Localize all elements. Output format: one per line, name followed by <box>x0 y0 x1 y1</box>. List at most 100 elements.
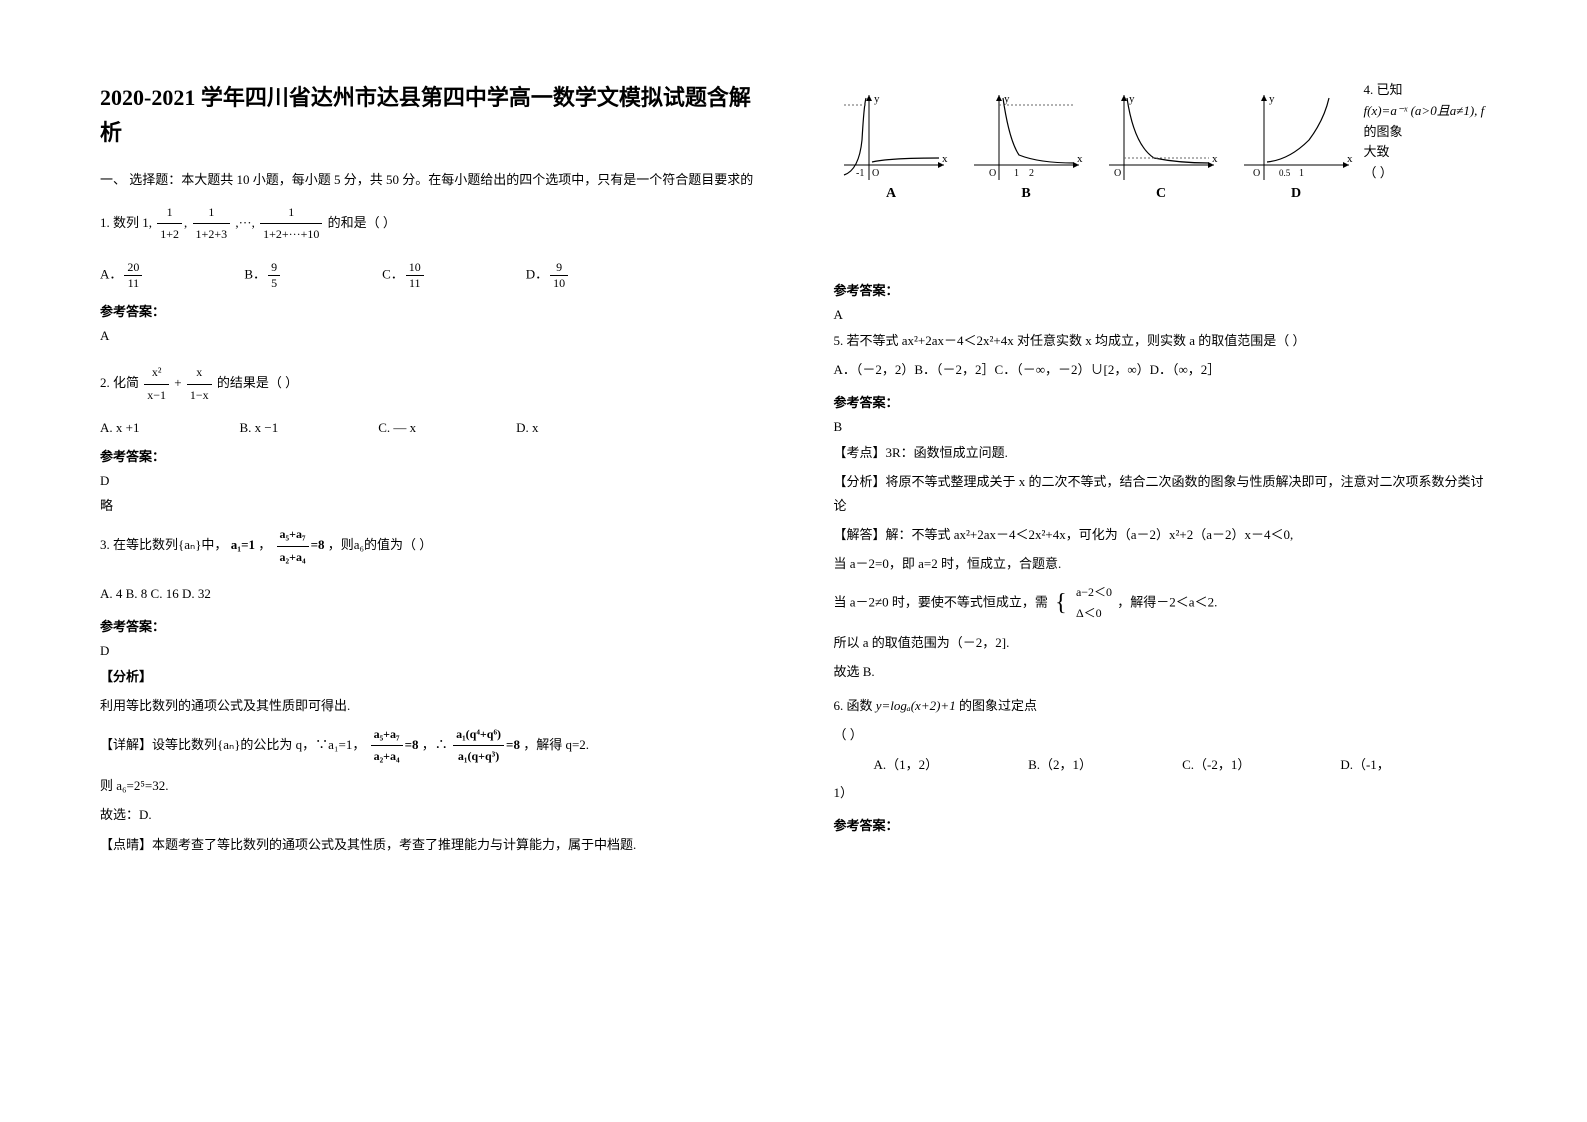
q3-frac: a₅+a₇ a₂+a₄ <box>277 524 309 568</box>
q3-eq: =8 <box>311 537 325 552</box>
q5-sol-l3-post: ，解得－2＜a＜2. <box>1117 594 1217 609</box>
page-title: 2020-2021 学年四川省达州市达县第四中学高一数学文模拟试题含解析 <box>100 80 754 150</box>
q6-paren: （ ） <box>834 723 1488 746</box>
q5-sol: 【解答】解：不等式 ax²+2ax－4＜2x²+4x，可化为（a－2）x²+2（… <box>834 523 1488 546</box>
left-column: 2020-2021 学年四川省达州市达县第四中学高一数学文模拟试题含解析 一、 … <box>0 0 794 1122</box>
q2-optA: A. x +1 <box>100 420 139 436</box>
q3-detail-eq1: =8 <box>405 737 419 752</box>
graph-D-svg: x y O 0.5 1 <box>1239 90 1354 185</box>
graph-C: x y O C <box>1104 90 1219 200</box>
svg-text:x: x <box>1347 153 1353 165</box>
q5-sol-l3: 当 a－2≠0 时，要使不等式恒成立，需 { a−2＜0 Δ＜0 ，解得－2＜a… <box>834 582 1488 625</box>
q6-suffix: 的图象过定点 <box>959 698 1037 713</box>
q1-term1: 1, <box>142 215 152 230</box>
q5-text: 5. 若不等式 ax²+2ax－4＜2x²+4x 对任意实数 x 均成立，则实数… <box>834 329 1488 352</box>
graph-B: x y O 1 2 B <box>969 90 1084 200</box>
q1-options: A．2011 B．95 C．1011 D．910 <box>100 260 754 291</box>
q3-detail-therefore: ，∴ <box>422 737 448 752</box>
q3-detail-frac1: a₅+a₇ a₂+a₄ <box>371 724 403 768</box>
q3-analysis: 利用等比数列的通项公式及其性质即可得出. <box>100 694 754 717</box>
q4-prefix: 4. 已知 <box>1364 80 1485 101</box>
q6-expr: y=logₐ(x+2)+1 <box>876 698 956 713</box>
q1-frac2: 1 1+2+3 <box>193 202 231 246</box>
q3-comma: ， <box>258 537 271 552</box>
graph-C-label: C <box>1156 186 1166 202</box>
q4-line2: 的图象 <box>1364 122 1485 143</box>
question-3: 3. 在等比数列{aₙ}中， a₁=1 ， a₅+a₇ a₂+a₄ =8 ，则a… <box>100 524 754 568</box>
q4-block: x y -1 O A x y O <box>834 80 1488 220</box>
svg-text:y: y <box>874 93 880 105</box>
q1-answer-label: 参考答案： <box>100 301 754 320</box>
q3-analysis-tag: 【分析】 <box>100 665 754 688</box>
section-heading: 一、 选择题：本大题共 10 小题，每小题 5 分，共 50 分。在每小题给出的… <box>100 170 754 190</box>
q2-options: A. x +1 B. x −1 C. — x D. x <box>100 420 754 436</box>
q1-optD: D．910 <box>526 260 570 291</box>
svg-text:y: y <box>1269 93 1275 105</box>
graph-A: x y -1 O A <box>834 90 949 200</box>
q1-suffix: 的和是（ ） <box>328 215 396 230</box>
q2-optC: C. — x <box>378 420 416 436</box>
q1-dots: ,···, <box>235 215 255 230</box>
question-2: 2. 化简 x² x−1 + x 1−x 的结果是（ ） <box>100 362 754 406</box>
q1-optB: B．95 <box>244 260 282 291</box>
q6-optA: A.（1，2） <box>874 754 939 773</box>
q2-frac2: x 1−x <box>187 362 212 406</box>
q3-opts: A. 4 B. 8 C. 16 D. 32 <box>100 582 754 605</box>
q3-detail-eq2: =8 <box>506 737 520 752</box>
q1-frac1: 1 1+2 <box>157 202 182 246</box>
svg-text:O: O <box>989 168 996 179</box>
q1-optA: A．2011 <box>100 260 144 291</box>
q5-answer: B <box>834 419 1488 435</box>
q4-expr: f(x)=a⁻ˣ (a>0且a≠1), f <box>1364 101 1485 122</box>
q4-text: 4. 已知 f(x)=a⁻ˣ (a>0且a≠1), f 的图象 大致 （ ） <box>1364 80 1485 184</box>
q2-note: 略 <box>100 495 754 514</box>
q2-suffix: 的结果是（ ） <box>217 375 298 390</box>
q5-sol-l3-pre: 当 a－2≠0 时，要使不等式恒成立，需 <box>834 594 1048 609</box>
svg-text:y: y <box>1129 93 1135 105</box>
q3-detail-l3: 故选：D. <box>100 803 754 826</box>
svg-text:y: y <box>1004 93 1010 105</box>
q2-prefix: 2. 化简 <box>100 375 139 390</box>
question-6: 6. 函数 y=logₐ(x+2)+1 的图象过定点 <box>834 694 1488 717</box>
q5-cases: a−2＜0 Δ＜0 <box>1076 582 1112 625</box>
q3-eq1: a₁=1 <box>231 537 255 552</box>
q4-paren: （ ） <box>1364 163 1485 184</box>
q2-answer: D <box>100 473 754 489</box>
q6-options: A.（1，2） B.（2，1） C.（-2，1） D.（-1， <box>874 754 1488 773</box>
graph-B-svg: x y O 1 2 <box>969 90 1084 185</box>
q5-sol-l4: 所以 a 的取值范围为（－2，2]. <box>834 631 1488 654</box>
q3-answer: D <box>100 643 754 659</box>
svg-text:O: O <box>1114 168 1121 179</box>
q5-sol-l2: 当 a－2=0，即 a=2 时，恒成立，合题意. <box>834 552 1488 575</box>
svg-text:x: x <box>942 153 948 165</box>
graph-D: x y O 0.5 1 D <box>1239 90 1354 200</box>
svg-text:-1: -1 <box>856 168 864 179</box>
q3-detail-l2: 则 a₆=2⁵=32. <box>100 774 754 797</box>
q3-answer-label: 参考答案： <box>100 616 754 635</box>
svg-text:1: 1 <box>1014 168 1019 179</box>
q3-detail-tag: 【详解】设等比数列{aₙ}的公比为 q，∵a₁=1， <box>100 737 365 752</box>
q3-prefix: 3. 在等比数列{aₙ}中， <box>100 537 227 552</box>
q6-prefix: 6. 函数 <box>834 698 873 713</box>
q1-optC: C．1011 <box>382 260 426 291</box>
right-column: x y -1 O A x y O <box>794 0 1587 1122</box>
q4-answer-label: 参考答案： <box>834 280 1488 299</box>
q5-opts: A．（－2，2）B．（－2，2］C．（－∞，－2）∪[2，∞）D．（∞，2］ <box>834 358 1488 381</box>
q1-answer: A <box>100 328 754 344</box>
q6-answer-label: 参考答案： <box>834 815 1488 834</box>
svg-text:1: 1 <box>1299 168 1304 179</box>
q5-sol-l5: 故选 B. <box>834 660 1488 683</box>
q3-detail: 【详解】设等比数列{aₙ}的公比为 q，∵a₁=1， a₅+a₇ a₂+a₄ =… <box>100 724 754 768</box>
q2-frac1: x² x−1 <box>144 362 169 406</box>
svg-text:2: 2 <box>1029 168 1034 179</box>
q6-optB: B.（2，1） <box>1028 754 1092 773</box>
graph-A-label: A <box>886 186 896 202</box>
q1-frac3: 1 1+2+···+10 <box>260 202 322 246</box>
q6-optD2: 1） <box>834 781 1488 804</box>
graph-B-label: B <box>1021 186 1030 202</box>
q6-optC: C.（-2，1） <box>1182 754 1250 773</box>
svg-text:O: O <box>1253 168 1260 179</box>
q3-suffix: ，则a₆的值为（ ） <box>328 537 433 552</box>
graph-A-svg: x y -1 O <box>834 90 949 185</box>
q2-optB: B. x −1 <box>239 420 278 436</box>
